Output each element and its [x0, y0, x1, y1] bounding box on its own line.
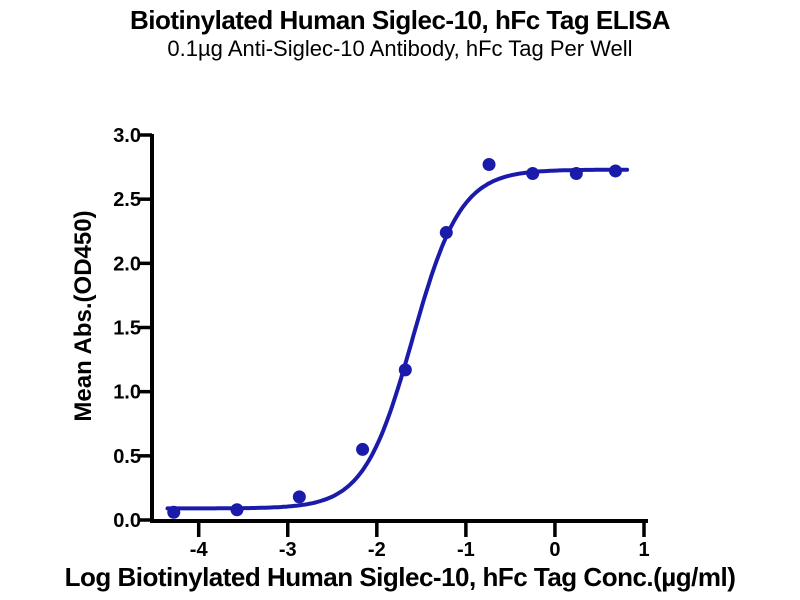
data-point: [230, 503, 244, 517]
y-tick-label: 2.5: [113, 189, 141, 211]
data-point: [398, 363, 412, 377]
chart-subtitle: 0.1µg Anti-Siglec-10 Antibody, hFc Tag P…: [167, 36, 633, 61]
x-tick-label: 0: [549, 539, 560, 561]
y-tick-label: 0.0: [113, 510, 141, 532]
data-point: [292, 490, 306, 504]
x-tick-label: 1: [638, 539, 649, 561]
data-point: [167, 505, 181, 519]
data-point: [439, 226, 453, 240]
data-point: [569, 167, 583, 181]
data-point: [526, 167, 540, 181]
x-tick-label: -3: [279, 539, 297, 561]
y-axis-title: Mean Abs.(OD450): [70, 210, 97, 422]
data-point: [609, 164, 623, 178]
fit-curve: [165, 167, 630, 511]
x-axis-title: Log Biotinylated Human Siglec-10, hFc Ta…: [64, 562, 736, 592]
data-point: [356, 442, 370, 456]
y-tick-label: 0.5: [113, 446, 141, 468]
x-tick-label: -2: [368, 539, 386, 561]
y-tick-label: 2.0: [113, 253, 141, 275]
y-tick-label: 3.0: [113, 125, 141, 147]
x-tick-label: -4: [190, 539, 209, 561]
chart-title: Biotinylated Human Siglec-10, hFc Tag EL…: [129, 5, 671, 35]
y-tick-label: 1.0: [113, 382, 141, 404]
x-tick-label: -1: [457, 539, 475, 561]
y-tick-label: 1.5: [113, 318, 141, 340]
data-point: [482, 158, 496, 172]
